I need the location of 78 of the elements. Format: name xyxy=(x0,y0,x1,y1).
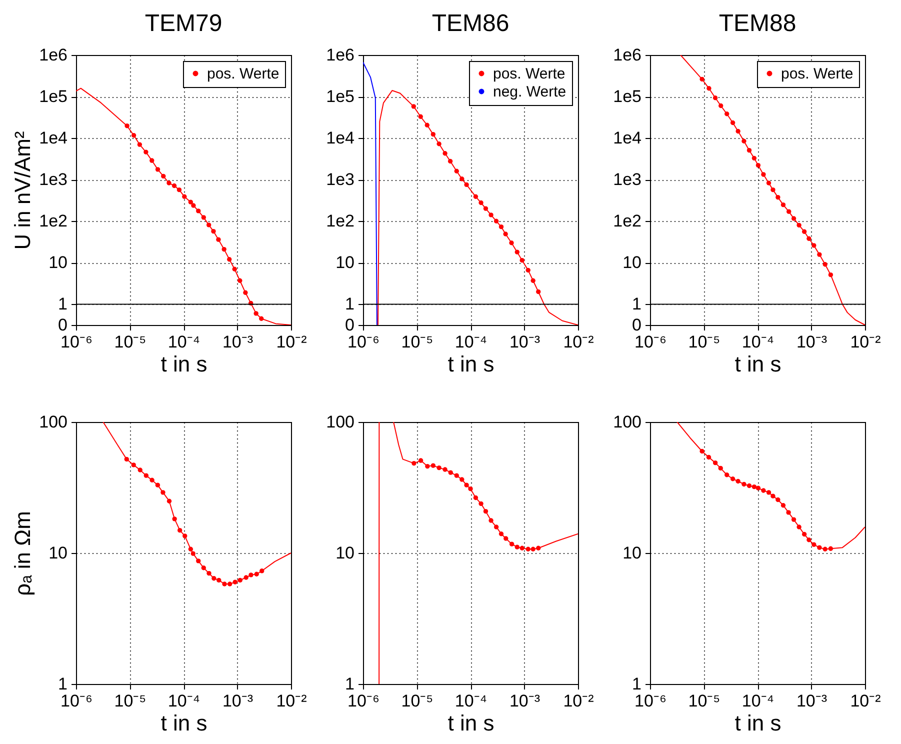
legend-label: pos. Werte xyxy=(493,66,566,82)
x-axis-title: t in s xyxy=(448,710,494,736)
x-axis-title: t in s xyxy=(448,352,494,376)
x-tick-label: 10⁻² xyxy=(563,332,594,352)
y-tick-label: 1e4 xyxy=(613,128,642,148)
y-tick-label: 1 xyxy=(345,674,354,694)
x-axis-title: t in s xyxy=(160,352,208,376)
y-tick-label: 10 xyxy=(622,544,642,562)
y-tick-label: 1 xyxy=(58,674,68,694)
x-tick-label: 10⁻⁴ xyxy=(454,332,488,352)
x-tick-label: 10⁻⁴ xyxy=(742,692,774,710)
y-tick-label: 1 xyxy=(345,294,354,314)
y-tick-label: 1 xyxy=(632,674,642,694)
x-tick-label: 10⁻⁵ xyxy=(401,332,434,352)
x-tick-label: 10⁻⁴ xyxy=(454,692,488,710)
x-tick-label: 10⁻⁶ xyxy=(348,332,380,352)
y-tick-label: 10 xyxy=(336,544,354,562)
x-tick-label: 10⁻⁵ xyxy=(688,692,720,710)
x-tick-label: 10⁻³ xyxy=(509,692,540,710)
y-tick-label: 100 xyxy=(326,412,354,432)
x-tick-label: 10⁻⁵ xyxy=(114,692,146,710)
y-tick-label: 1e6 xyxy=(613,46,642,64)
y-tick-label: 1 xyxy=(632,294,642,314)
y-tick-label: 1e3 xyxy=(326,170,354,190)
y-axis-title: ρₐ in Ωm xyxy=(10,511,36,596)
x-axis-title: t in s xyxy=(160,710,208,736)
x-tick-label: 10⁻⁵ xyxy=(401,692,434,710)
y-tick-label: 1e3 xyxy=(39,170,68,190)
y-tick-label: 10 xyxy=(48,253,68,272)
chart-title: TEM88 xyxy=(718,10,796,37)
x-tick-label: 10⁻² xyxy=(276,332,308,352)
y-tick-label: 1e5 xyxy=(613,87,642,106)
y-tick-label: 1e4 xyxy=(39,128,68,148)
x-tick-label: 10⁻³ xyxy=(222,332,254,352)
x-tick-label: 10⁻³ xyxy=(796,692,828,710)
y-tick-label: 10 xyxy=(48,544,68,562)
x-axis-title: t in s xyxy=(734,352,782,376)
y-tick-label: 0 xyxy=(58,316,68,334)
y-tick-label: 1e3 xyxy=(613,170,642,190)
y-tick-label: 10 xyxy=(336,253,354,272)
y-tick-label: 1e2 xyxy=(39,212,68,231)
y-tick-label: 100 xyxy=(613,412,642,432)
y-tick-label: 100 xyxy=(39,412,68,432)
x-tick-label: 10⁻³ xyxy=(796,332,828,352)
chart-title: TEM79 xyxy=(144,10,222,37)
y-tick-label: 1 xyxy=(58,294,68,314)
x-tick-label: 10⁻⁶ xyxy=(60,332,92,352)
x-tick-label: 10⁻⁶ xyxy=(348,692,380,710)
x-axis-title: t in s xyxy=(734,710,782,736)
legend-label: pos. Werte xyxy=(781,66,854,82)
x-tick-label: 10⁻² xyxy=(276,692,308,710)
y-tick-label: 10 xyxy=(622,253,642,272)
y-tick-label: 1e2 xyxy=(326,212,354,231)
y-tick-label: 1e5 xyxy=(326,87,354,106)
x-tick-label: 10⁻² xyxy=(563,692,594,710)
legend-label: neg. Werte xyxy=(493,84,566,100)
y-tick-label: 0 xyxy=(632,316,642,334)
y-axis-title: U in nV/Am² xyxy=(10,131,36,250)
x-tick-label: 10⁻⁴ xyxy=(742,332,774,352)
x-tick-label: 10⁻⁵ xyxy=(114,332,146,352)
x-tick-label: 10⁻⁴ xyxy=(168,332,200,352)
y-tick-label: 1e5 xyxy=(39,87,68,106)
y-tick-label: 0 xyxy=(345,316,354,334)
y-tick-label: 1e2 xyxy=(613,212,642,231)
x-tick-label: 10⁻³ xyxy=(509,332,540,352)
x-tick-label: 10⁻⁵ xyxy=(688,332,720,352)
x-tick-label: 10⁻⁴ xyxy=(168,692,200,710)
y-tick-label: 1e6 xyxy=(39,46,68,64)
x-tick-label: 10⁻⁶ xyxy=(634,692,666,710)
x-tick-label: 10⁻⁶ xyxy=(60,692,92,710)
y-tick-label: 1e4 xyxy=(326,128,354,148)
legend-label: pos. Werte xyxy=(207,66,280,82)
x-tick-label: 10⁻² xyxy=(850,692,882,710)
x-tick-label: 10⁻⁶ xyxy=(634,332,666,352)
y-tick-label: 1e6 xyxy=(326,46,354,64)
chart-title: TEM86 xyxy=(432,10,510,37)
x-tick-label: 10⁻³ xyxy=(222,692,254,710)
x-tick-label: 10⁻² xyxy=(850,332,882,352)
